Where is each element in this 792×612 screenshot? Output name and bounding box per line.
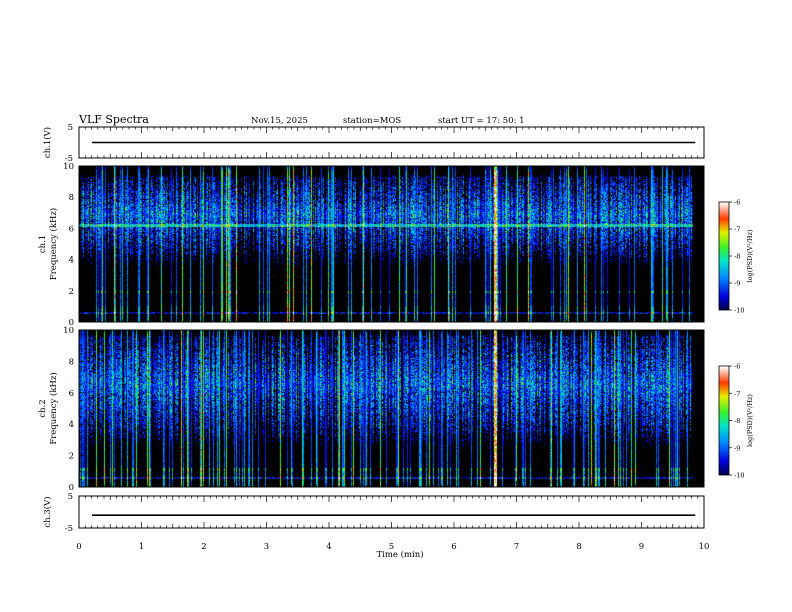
colorbar-tick-label: -7	[734, 226, 740, 234]
x-tick-label: 10	[699, 542, 710, 552]
start-time-label: start UT = 17: 50: 1	[438, 116, 525, 126]
ch1-colorbar-label: log(PSD)(V²/Hz)	[746, 229, 754, 282]
ch3-ylabel: ch.3(V)	[42, 496, 53, 527]
ch1-colorbar-gradient	[719, 202, 729, 310]
freq-tick-label: 8	[69, 357, 74, 367]
ch1-frequency-label: Frequency (kHz)	[48, 208, 59, 280]
freq-tick-label: 2	[69, 452, 74, 462]
freq-tick-label: 10	[63, 162, 74, 172]
ch1-y-axis: 5 -5	[65, 123, 705, 164]
freq-tick-label: 6	[69, 389, 74, 399]
freq-tick-label: 0	[69, 483, 74, 493]
ch3-y-axis: 5 -5	[65, 492, 705, 534]
x-tick-label: 7	[514, 542, 519, 552]
freq-tick-label: 10	[63, 326, 74, 336]
ch1-ylabel: ch.1(V)	[42, 127, 53, 158]
ch1-spectrogram-channel-label: ch.1	[38, 235, 48, 253]
ch2-colorbar-ticks: -6 -7 -8 -9 -10	[729, 363, 744, 480]
ch1-colorbar-ticks: -6 -7 -8 -9 -10	[729, 199, 744, 315]
ch1-waveform-panel: 5 -5 ch.1(V)	[42, 123, 705, 164]
ch1-colorbar: -6 -7 -8 -9 -10 log(PSD)(V²/Hz)	[718, 199, 754, 315]
x-tick-label: 6	[451, 542, 456, 552]
ch2-spectrogram-panel: 0 2 4 6 8 10 ch.2 Frequency (kHz) -6 -7 -8 -9 -10…	[38, 326, 754, 493]
ch2-spectrogram-image	[79, 330, 704, 487]
x-tick-label: 3	[264, 542, 269, 552]
colorbar-tick-label: -10	[734, 307, 744, 315]
x-tick-label: 9	[639, 542, 644, 552]
freq-tick-label: 4	[69, 256, 74, 266]
figure-title: VLF Spectra	[78, 113, 149, 126]
freq-tick-label: 4	[69, 420, 74, 430]
x-tick-label: 1	[139, 542, 144, 552]
freq-tick-label: 6	[69, 224, 74, 234]
colorbar-tick-label: -9	[734, 280, 740, 288]
freq-tick-label: 8	[69, 193, 74, 203]
colorbar-tick-label: -8	[734, 253, 740, 261]
colorbar-tick-label: -9	[734, 444, 740, 452]
freq-tick-label: 2	[69, 287, 74, 297]
x-tick-label: 5	[389, 542, 394, 552]
y-tick-label: 5	[68, 492, 73, 502]
y-tick-label: -5	[65, 154, 73, 164]
x-tick-label: 0	[76, 542, 81, 552]
colorbar-tick-label: -8	[734, 417, 740, 425]
ch2-colorbar-label: log(PSD)(V²/Hz)	[746, 394, 754, 447]
ch3-waveform-panel: 5 -5 ch.3(V)	[42, 492, 705, 534]
ch2-frequency-axis: 0 2 4 6 8 10	[63, 326, 705, 493]
freq-tick-label: 0	[69, 318, 74, 328]
time-x-axis: 0 1 2 3 4 5 6 7 8 9 10	[76, 542, 709, 552]
x-axis-label: Time (min)	[376, 549, 423, 560]
y-tick-label: -5	[65, 524, 73, 534]
ch2-spectrogram-channel-label: ch.2	[38, 399, 48, 417]
x-tick-label: 2	[201, 542, 206, 552]
station-label: station=MOS	[343, 116, 401, 126]
x-tick-label: 4	[326, 542, 331, 552]
ch1-spectrogram-panel: 0 2 4 6 8 10 ch.1 Frequency (kHz) -6 -7 -8 -9 -10…	[38, 162, 754, 328]
date-label: Nov.15, 2025	[251, 116, 308, 126]
ch1-spectrogram-image	[79, 166, 704, 322]
colorbar-tick-label: -10	[734, 472, 744, 480]
x-tick-label: 8	[576, 542, 581, 552]
colorbar-tick-label: -7	[734, 390, 740, 398]
ch2-frequency-label: Frequency (kHz)	[48, 372, 59, 444]
ch1-frequency-axis: 0 2 4 6 8 10	[63, 162, 705, 328]
y-tick-label: 5	[68, 123, 73, 133]
colorbar-tick-label: -6	[734, 363, 740, 371]
colorbar-tick-label: -6	[734, 199, 740, 207]
ch2-colorbar: -6 -7 -8 -9 -10 log(PSD)(V²/Hz)	[718, 363, 754, 480]
ch2-colorbar-gradient	[719, 366, 729, 475]
